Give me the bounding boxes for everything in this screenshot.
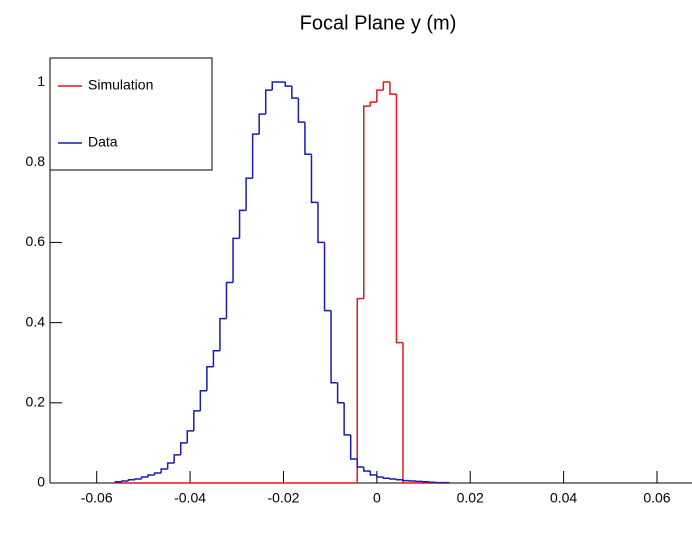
histogram-step [140,476,149,479]
histogram-step [349,434,358,460]
histogram-step [376,89,384,103]
x-tick-label: 0.04 [550,490,577,506]
histogram-step [323,242,332,312]
x-tick-label: -0.02 [267,490,299,506]
histogram-step [173,454,181,463]
histogram-step [199,390,207,411]
histogram-step [245,177,253,211]
histogram-step [271,81,279,91]
histogram-step [284,82,292,87]
histogram-step [232,237,240,283]
histogram-step [153,472,162,475]
legend-label: Simulation [88,77,153,93]
histogram-step [356,297,364,483]
x-tick-label: -0.04 [174,490,206,506]
y-tick-label: 0.8 [26,153,46,169]
y-tick-label: 0.4 [26,313,46,329]
legend-box [49,57,213,171]
histogram-step [395,478,403,481]
histogram-step [376,474,384,478]
histogram-step [310,154,319,204]
legend-label: Data [88,134,118,150]
histogram-step [363,466,371,472]
histogram-step [121,480,129,482]
histogram-step [356,458,364,468]
histogram-step [330,310,338,384]
histogram-step [402,479,410,482]
histogram-step [114,481,122,483]
y-tick-label: 1 [37,73,45,89]
x-tick-label: 0.02 [457,490,484,506]
y-tick-label: 0.2 [26,394,46,410]
histogram-step [395,94,403,344]
histogram-step [186,430,194,443]
histogram-step [251,133,260,179]
x-tick-label: 0.06 [643,490,670,506]
y-tick-label: 0 [37,474,45,490]
x-tick-label: 0 [373,490,381,506]
histogram-step [343,402,351,436]
histogram-step [147,474,155,477]
histogram-step [291,86,299,99]
histogram-step [369,101,377,107]
histogram-step [369,470,377,476]
histogram-step [317,202,325,244]
chart-title: Focal Plane y (m) [300,12,457,34]
histogram-step [389,82,397,95]
histogram-step [389,478,397,480]
histogram-step [219,317,227,351]
histogram-step [382,476,390,479]
histogram-step [402,342,410,484]
histogram-step [297,98,305,123]
histogram-step [258,113,266,135]
histogram-step [225,281,234,319]
histogram-step [206,365,214,391]
histogram-step [160,468,168,473]
histogram-step [238,209,247,239]
histogram-step [212,349,220,367]
histogram-step [127,479,135,481]
histogram-step [166,462,175,469]
histogram-step [304,122,312,155]
x-tick-label: -0.06 [81,490,113,506]
histogram-step [193,410,201,431]
histogram-step [134,478,142,480]
histogram-step [264,89,273,115]
histogram-step [382,81,390,91]
histogram-step [336,382,345,404]
histogram-step [179,442,188,455]
y-tick-label: 0.6 [26,233,46,249]
histogram-step [363,105,371,299]
